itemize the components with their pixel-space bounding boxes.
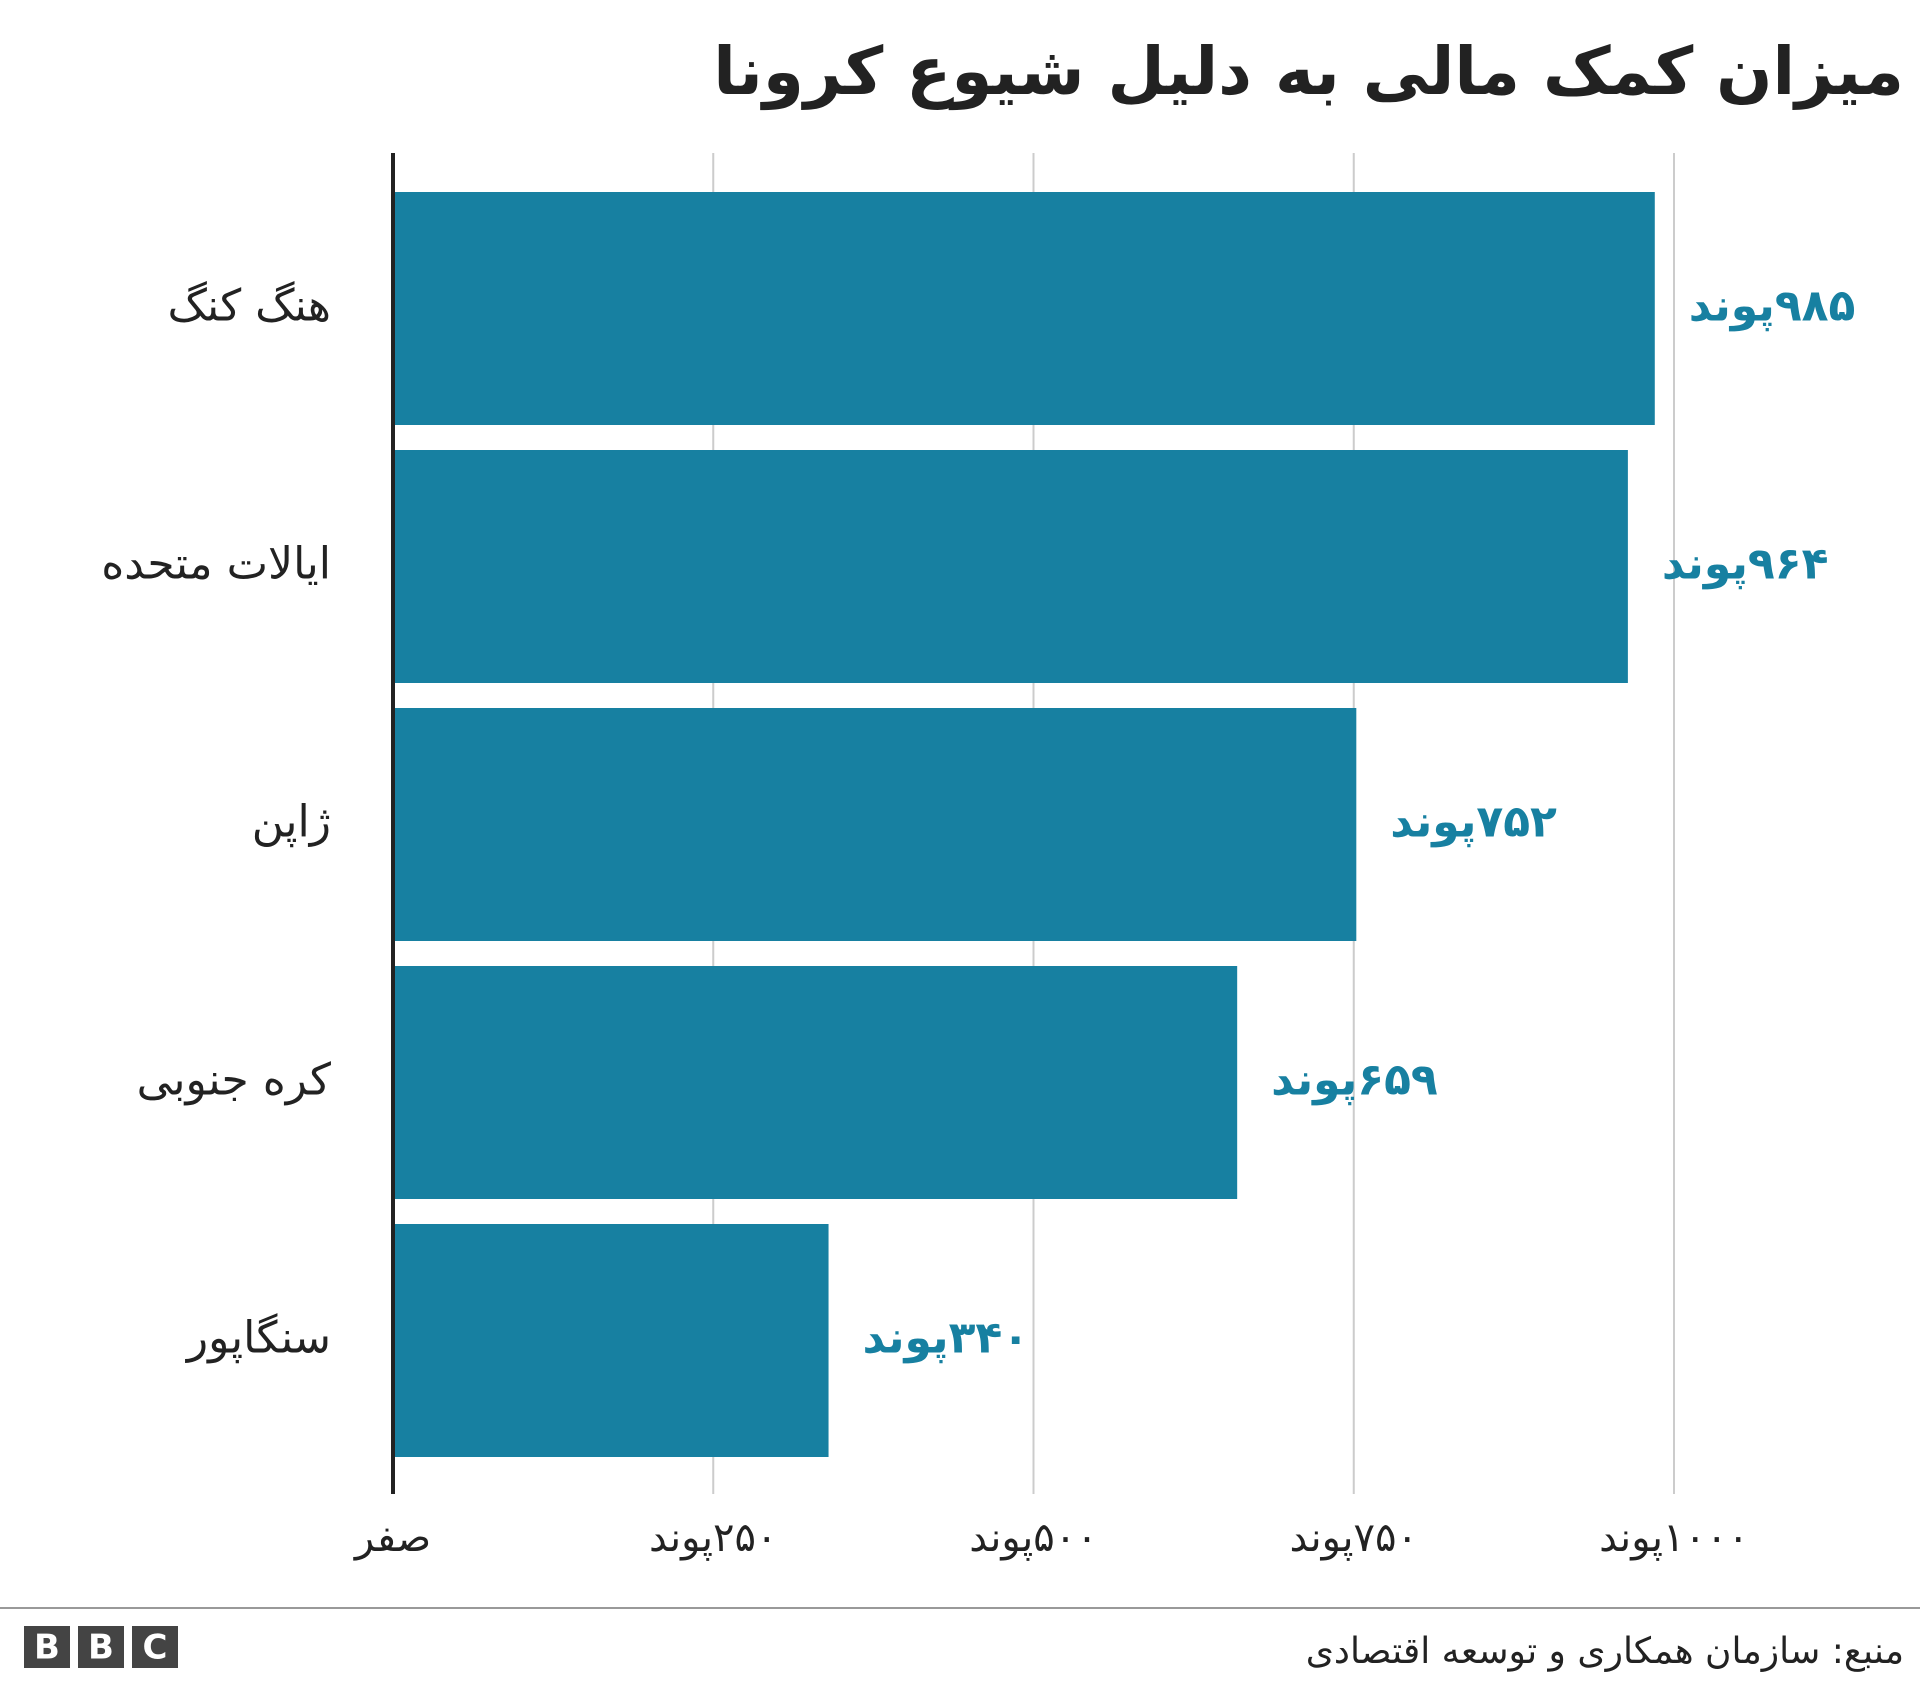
- logo-letter: B: [88, 1628, 114, 1668]
- category-label: ژاپن: [252, 797, 331, 848]
- bar: [393, 450, 1628, 683]
- category-label: سنگاپور: [185, 1313, 331, 1364]
- bar: [393, 966, 1238, 1199]
- value-label: ۹۸۵پوند: [1689, 281, 1856, 332]
- x-tick-label: ۵۰۰پوند: [969, 1515, 1097, 1561]
- logo-box: [132, 1626, 178, 1668]
- logo-box: [24, 1626, 70, 1668]
- x-tick-label: ۲۵۰پوند: [649, 1515, 777, 1561]
- value-label: ۳۴۰پوند: [863, 1313, 1030, 1364]
- value-label: ۷۵۲پوند: [1390, 797, 1557, 848]
- category-label: ایالات متحده: [101, 539, 331, 590]
- bar: [393, 1224, 829, 1457]
- value-label: ۶۵۹پوند: [1271, 1055, 1438, 1106]
- logo-box: [78, 1626, 124, 1668]
- x-tick-label: صفر: [353, 1515, 431, 1561]
- bar: [393, 708, 1357, 941]
- x-tick-label: ۷۵۰پوند: [1290, 1515, 1418, 1561]
- category-label: هنگ کنگ: [168, 281, 331, 332]
- value-label: ۹۶۴پوند: [1662, 539, 1829, 590]
- logo-letter: C: [143, 1628, 168, 1668]
- logo-letter: B: [34, 1628, 60, 1668]
- source: منبع: سازمان همکاری و توسعه اقتصادی: [1306, 1631, 1904, 1672]
- x-tick-label: ۱۰۰۰پوند: [1599, 1515, 1749, 1561]
- chart-title: میزان کمک مالی به دلیل شیوع کرونا: [713, 33, 1904, 111]
- bar: [393, 192, 1655, 425]
- category-label: کره جنوبی: [137, 1055, 331, 1106]
